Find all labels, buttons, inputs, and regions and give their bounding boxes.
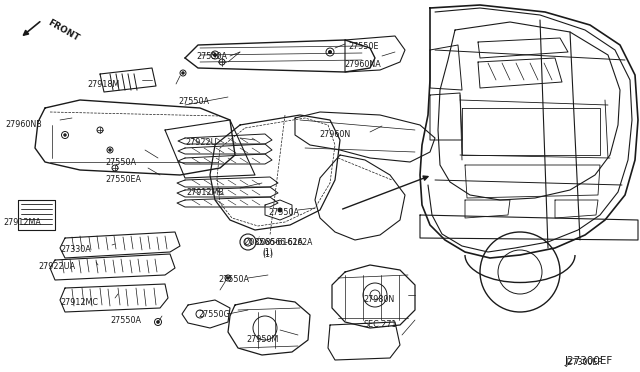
Circle shape	[214, 54, 216, 57]
Text: 27550A: 27550A	[196, 52, 227, 61]
Circle shape	[227, 277, 229, 279]
Text: 27912MB: 27912MB	[186, 188, 224, 197]
Text: 27960NB: 27960NB	[5, 120, 42, 129]
Text: 27550A: 27550A	[178, 97, 209, 106]
Text: 27550A: 27550A	[218, 275, 249, 284]
Text: 27550A: 27550A	[268, 208, 299, 217]
Text: SEC.271: SEC.271	[363, 320, 397, 329]
Circle shape	[278, 208, 282, 212]
Text: 27550E: 27550E	[348, 42, 378, 51]
Text: Ó08566-6162A: Ó08566-6162A	[256, 238, 314, 247]
Text: 27950M: 27950M	[246, 335, 278, 344]
Circle shape	[328, 51, 332, 54]
Circle shape	[109, 149, 111, 151]
Text: 27918M: 27918M	[87, 80, 119, 89]
Text: (1): (1)	[262, 248, 273, 257]
Circle shape	[182, 72, 184, 74]
Text: 27960NA: 27960NA	[344, 60, 381, 69]
Text: 27912MA: 27912MA	[3, 218, 41, 227]
Text: (1): (1)	[262, 250, 273, 259]
Text: 27912MC: 27912MC	[60, 298, 98, 307]
Text: Ø08566-6162A: Ø08566-6162A	[244, 238, 304, 247]
Text: 27922U: 27922U	[185, 138, 216, 147]
Text: 27922UA: 27922UA	[38, 262, 75, 271]
Text: J27300EF: J27300EF	[565, 356, 613, 366]
Text: 27960N: 27960N	[319, 130, 350, 139]
Text: 27980N: 27980N	[363, 295, 394, 304]
Text: 27550G: 27550G	[198, 310, 230, 319]
Text: FRONT: FRONT	[46, 18, 81, 43]
Text: 27330A: 27330A	[60, 245, 91, 254]
Text: 27550A: 27550A	[110, 316, 141, 325]
Text: J27300EF: J27300EF	[565, 358, 602, 367]
Text: 27550A: 27550A	[105, 158, 136, 167]
Text: 27550EA: 27550EA	[105, 175, 141, 184]
Circle shape	[157, 321, 159, 323]
Circle shape	[64, 134, 66, 136]
